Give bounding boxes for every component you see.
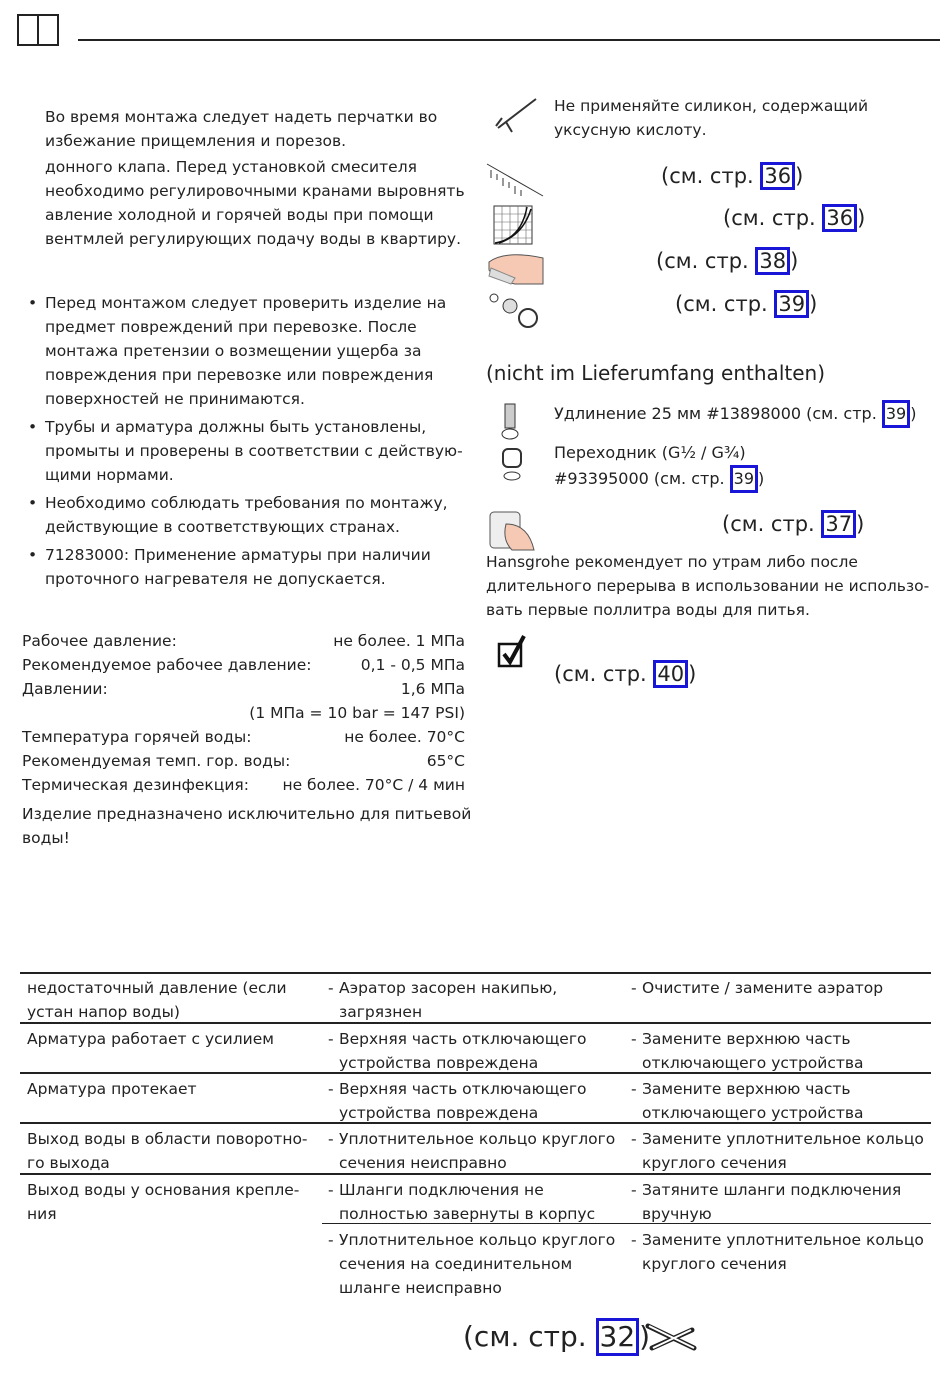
bullet-item: Необходимо соблюдать требования по монта… [28,491,463,539]
hand-cleaning-icon [488,254,544,285]
page-ref: (см. стр. 38) [656,247,799,275]
remedy-cell: - Затяните шланги подключения вручную [631,1181,902,1223]
problem-cell: Выход воды в области поворотно-го выхода [27,1130,308,1172]
bullet-item: Трубы и арматура должны быть установлены… [28,415,463,487]
cause-cell: - Верхняя часть отключающего устройства по… [328,1030,587,1072]
cause-cell: - Уплотнительное кольцо круглого сечения н… [328,1231,616,1297]
remedy-cell: - Замените верхнюю часть отключающего устр… [631,1030,864,1072]
page-link[interactable]: 39 [774,290,810,318]
footer-page-ref: (см. стр. 32) [463,1318,650,1356]
spec-row: Температура горячей воды: не более. 70°C [22,728,465,746]
safety-bullets: Перед монтажом следует проверить изделие… [28,291,463,591]
problem-cell: недостаточный давление (если устан напор … [27,979,287,1021]
hansgrohe-recommendation: Hansgrohe рекомендует по утрам либо посл… [486,553,930,619]
spec-table: Рабочее давление: не более. 1 МПа Рекомен… [22,629,465,797]
spec-row: Рекомендуемая темп. гор. воды: 65°C [22,752,465,770]
problem-cell: Выход воды у основания крепле-ния [27,1181,300,1223]
adapter-item: Переходник (G½ / G¾) #93395000 (см. стр. … [554,441,764,493]
troubleshooting-table: недостаточный давление (если устан напор … [20,972,931,1302]
spec-row: Давлении: 1,6 МПа [22,680,465,698]
adapter-icon [502,448,522,481]
page-link[interactable]: 38 [755,247,791,275]
ruler-dimensions-icon [486,163,544,197]
cause-cell: - Аэратор засорен накипью, загрязнен [328,979,558,1021]
remedy-cell: - Очистите / замените аэратор [631,979,884,997]
remedy-cell: - Замените уплотнительное кольцо круглого … [631,1130,924,1172]
open-book-icon [17,14,59,46]
page-link[interactable]: 40 [653,660,689,688]
wrench-screwdriver-icon [645,1323,697,1351]
remedy-cell: - Замените уплотнительное кольцо круглого … [631,1231,924,1273]
remedy-cell: - Замените верхнюю часть отключающего устр… [631,1080,864,1122]
page-link[interactable]: 36 [822,204,858,232]
page-ref: (см. стр. 36) [723,204,866,232]
page-ref: (см. стр. 39) [675,290,818,318]
hand-operation-icon [489,511,535,551]
page-link[interactable]: 39 [729,465,759,493]
spec-row: Рабочее давление: не более. 1 МПа [22,632,465,650]
page-ref: (см. стр. 37) [722,510,865,538]
silicone-warning: Не применяйте силикон, содержащий уксусну… [554,97,869,139]
spec-row: Термическая дезинфекция: не более. 70°C /… [22,776,465,794]
header-rule [78,39,940,41]
cause-cell: - Верхняя часть отключающего устройства по… [328,1080,587,1122]
bullet-item: 71283000: Применение арматуры при наличи… [28,543,463,591]
problem-cell: Арматура работает с усилием [27,1030,274,1048]
spare-parts-icon [489,293,538,328]
silicone-gun-icon [495,98,537,133]
page-link[interactable]: 39 [881,400,911,428]
gloves-note: Во время монтажа следует надеть перчатки… [45,108,438,150]
checkbox-checked-icon [497,635,526,668]
bullet-item: Перед монтажом следует проверить изделие… [28,291,463,411]
page-link[interactable]: 36 [760,162,796,190]
flow-diagram-icon [493,205,533,245]
page-ref: (см. стр. 40) [554,660,697,688]
spec-row: Рекомендуемое рабочее давление: 0,1 - 0,5… [22,656,465,674]
extension-item: Удлинение 25 мм #13898000 (см. стр. 39) [554,400,916,428]
not-included-heading: (nicht im Lieferumfang enthalten) [486,361,825,385]
pressure-note: донного клапа. Перед установкой смесител… [45,158,465,248]
problem-cell: Арматура протекает [27,1080,197,1098]
page-ref: (см. стр. 36) [661,162,804,190]
spec-row: (1 МПа = 10 bar = 147 PSI) [249,704,465,722]
page-link[interactable]: 37 [821,510,857,538]
cause-cell: - Уплотнительное кольцо круглого сечения н… [328,1130,616,1172]
page-link[interactable]: 32 [595,1318,640,1356]
cause-cell: - Шланги подключения не полностью завернут… [328,1181,596,1223]
extension-icon [501,403,519,440]
drinking-water-note: Изделие предназначено исключительно для … [22,805,472,847]
